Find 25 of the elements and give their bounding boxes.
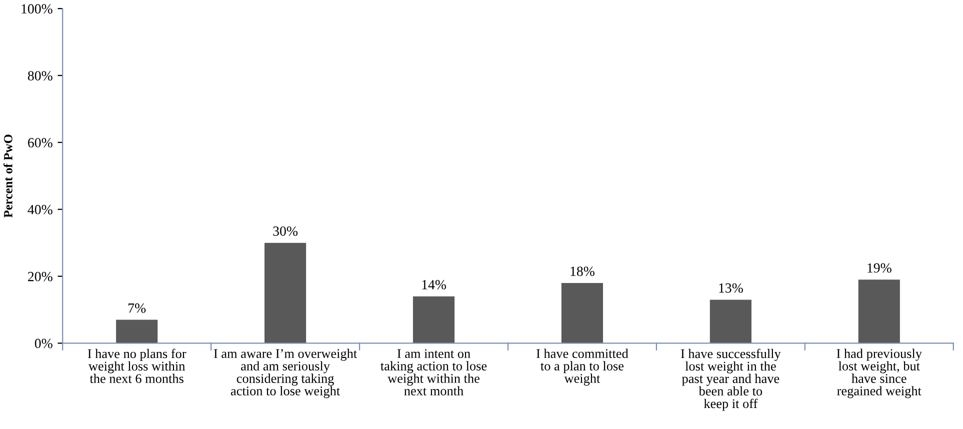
data-label: 14% — [422, 280, 446, 290]
data-label: 30% — [273, 226, 298, 236]
data-label: 19% — [868, 263, 892, 273]
bar — [412, 296, 455, 344]
y-tick-label: 80% — [28, 71, 52, 81]
bar — [264, 242, 306, 344]
y-tick-label: 20% — [28, 272, 52, 282]
x-tick-label: I am intent on taking action to lose weight within the next month — [380, 349, 487, 396]
data-label: 13% — [719, 283, 743, 293]
y-tick-label: 60% — [28, 138, 52, 148]
y-axis-title: Percent of PwO — [3, 134, 12, 218]
x-tick-label: I have successfully lost weight in the past year and have been able to keep it off — [680, 348, 781, 411]
x-tick-label: I am aware I’m overweight and am seriously considering taking action to lose weight — [214, 348, 358, 398]
x-tick-label: I have committed to a plan to lose weight — [536, 348, 628, 386]
y-tick-label: 0% — [34, 338, 52, 348]
data-label: 18% — [570, 266, 594, 276]
data-label: 7% — [128, 303, 146, 313]
bar — [116, 320, 158, 344]
bar — [561, 282, 603, 344]
x-tick-label: I have no plans for weight loss within the next 6 months — [88, 348, 186, 384]
y-tick-label: 40% — [28, 204, 52, 214]
y-tick-label: 100% — [22, 4, 52, 14]
bar — [710, 300, 752, 344]
x-tick-label: I had previously lost weight, but have since regained weight — [836, 348, 922, 398]
bar — [858, 280, 900, 344]
